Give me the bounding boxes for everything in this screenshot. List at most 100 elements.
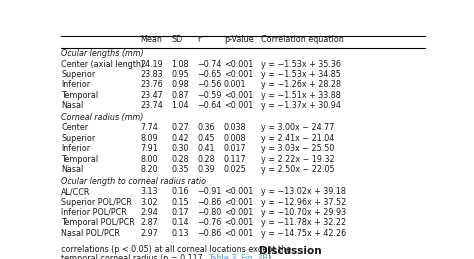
Text: −0.59: −0.59 bbox=[197, 91, 221, 100]
Text: 8.09: 8.09 bbox=[140, 134, 158, 143]
Text: 8.00: 8.00 bbox=[140, 155, 157, 163]
Text: Inferior: Inferior bbox=[61, 144, 90, 153]
Text: y = −1.53x + 35.36: y = −1.53x + 35.36 bbox=[261, 60, 340, 69]
Text: correlations (p < 0.05) at all corneal locations except the: correlations (p < 0.05) at all corneal l… bbox=[61, 245, 291, 254]
Text: p-Value: p-Value bbox=[224, 35, 254, 44]
Text: Table 3, Fig. 3B: Table 3, Fig. 3B bbox=[208, 254, 268, 259]
Text: 0.35: 0.35 bbox=[171, 165, 189, 174]
Text: Temporal POL/PCR: Temporal POL/PCR bbox=[61, 218, 135, 227]
Text: Temporal: Temporal bbox=[61, 155, 98, 163]
Text: Ocular length to corneal radius ratio: Ocular length to corneal radius ratio bbox=[61, 177, 206, 186]
Text: 0.98: 0.98 bbox=[171, 80, 189, 89]
Text: 8.20: 8.20 bbox=[140, 165, 158, 174]
Text: 23.47: 23.47 bbox=[140, 91, 163, 100]
Text: <0.001: <0.001 bbox=[224, 229, 253, 238]
Text: Nasal: Nasal bbox=[61, 101, 83, 110]
Text: <0.001: <0.001 bbox=[224, 208, 253, 217]
Text: 3.02: 3.02 bbox=[140, 198, 158, 207]
Text: 2.87: 2.87 bbox=[140, 218, 158, 227]
Text: Center: Center bbox=[61, 124, 88, 132]
Text: 0.008: 0.008 bbox=[224, 134, 246, 143]
Text: 2.97: 2.97 bbox=[140, 229, 158, 238]
Text: 7.74: 7.74 bbox=[140, 124, 158, 132]
Text: 0.17: 0.17 bbox=[171, 208, 189, 217]
Text: 3.13: 3.13 bbox=[140, 187, 157, 196]
Text: 0.42: 0.42 bbox=[171, 134, 189, 143]
Text: −0.76: −0.76 bbox=[197, 218, 221, 227]
Text: −0.91: −0.91 bbox=[197, 187, 221, 196]
Text: Nasal POL/PCR: Nasal POL/PCR bbox=[61, 229, 120, 238]
Text: y = −11.78x + 32.22: y = −11.78x + 32.22 bbox=[261, 218, 346, 227]
Text: y = 3.00x − 24.77: y = 3.00x − 24.77 bbox=[261, 124, 334, 132]
Text: 1.04: 1.04 bbox=[171, 101, 189, 110]
Text: 0.117: 0.117 bbox=[224, 155, 246, 163]
Text: y = 3.03x − 25.50: y = 3.03x − 25.50 bbox=[261, 144, 334, 153]
Text: <0.001: <0.001 bbox=[224, 218, 253, 227]
Text: Temporal: Temporal bbox=[61, 91, 98, 100]
Text: 0.41: 0.41 bbox=[197, 144, 215, 153]
Text: 0.025: 0.025 bbox=[224, 165, 246, 174]
Text: 0.39: 0.39 bbox=[197, 165, 215, 174]
Text: Ocular lengths (mm): Ocular lengths (mm) bbox=[61, 49, 144, 58]
Text: <0.001: <0.001 bbox=[224, 70, 253, 79]
Text: y = −1.51x + 33.88: y = −1.51x + 33.88 bbox=[261, 91, 340, 100]
Text: 0.87: 0.87 bbox=[171, 91, 189, 100]
Text: −0.74: −0.74 bbox=[197, 60, 221, 69]
Text: y = −1.53x + 34.85: y = −1.53x + 34.85 bbox=[261, 70, 340, 79]
Text: 0.16: 0.16 bbox=[171, 187, 189, 196]
Text: Superior: Superior bbox=[61, 134, 95, 143]
Text: Superior POL/PCR: Superior POL/PCR bbox=[61, 198, 132, 207]
Text: y = 2.41x − 21.04: y = 2.41x − 21.04 bbox=[261, 134, 334, 143]
Text: Inferior: Inferior bbox=[61, 80, 90, 89]
Text: <0.001: <0.001 bbox=[224, 101, 253, 110]
Text: SD: SD bbox=[171, 35, 182, 44]
Text: 0.001: 0.001 bbox=[224, 80, 246, 89]
Text: −0.86: −0.86 bbox=[197, 229, 221, 238]
Text: r: r bbox=[197, 35, 201, 44]
Text: 23.76: 23.76 bbox=[140, 80, 163, 89]
Text: 0.95: 0.95 bbox=[171, 70, 189, 79]
Text: <0.001: <0.001 bbox=[224, 60, 253, 69]
Text: 0.30: 0.30 bbox=[171, 144, 189, 153]
Text: Discussion: Discussion bbox=[259, 246, 322, 256]
Text: temporal corneal radius (p = 0.117,: temporal corneal radius (p = 0.117, bbox=[61, 254, 208, 259]
Text: 7.91: 7.91 bbox=[140, 144, 158, 153]
Text: −0.80: −0.80 bbox=[197, 208, 221, 217]
Text: Inferior POL/PCR: Inferior POL/PCR bbox=[61, 208, 127, 217]
Text: 23.83: 23.83 bbox=[140, 70, 163, 79]
Text: y = −12.96x + 37.52: y = −12.96x + 37.52 bbox=[261, 198, 346, 207]
Text: y = −13.02x + 39.18: y = −13.02x + 39.18 bbox=[261, 187, 346, 196]
Text: <0.001: <0.001 bbox=[224, 91, 253, 100]
Text: 0.27: 0.27 bbox=[171, 124, 189, 132]
Text: 24.19: 24.19 bbox=[140, 60, 163, 69]
Text: 0.28: 0.28 bbox=[171, 155, 189, 163]
Text: 0.36: 0.36 bbox=[197, 124, 215, 132]
Text: 1.08: 1.08 bbox=[171, 60, 189, 69]
Text: 0.14: 0.14 bbox=[171, 218, 189, 227]
Text: AL/CCR: AL/CCR bbox=[61, 187, 91, 196]
Text: <0.001: <0.001 bbox=[224, 198, 253, 207]
Text: 0.45: 0.45 bbox=[197, 134, 215, 143]
Text: 2.94: 2.94 bbox=[140, 208, 158, 217]
Text: 0.13: 0.13 bbox=[171, 229, 189, 238]
Text: 0.28: 0.28 bbox=[197, 155, 215, 163]
Text: <0.001: <0.001 bbox=[224, 187, 253, 196]
Text: Correlation equation: Correlation equation bbox=[261, 35, 343, 44]
Text: y = −14.75x + 42.26: y = −14.75x + 42.26 bbox=[261, 229, 346, 238]
Text: 0.038: 0.038 bbox=[224, 124, 246, 132]
Text: 0.15: 0.15 bbox=[171, 198, 189, 207]
Text: Center (axial length): Center (axial length) bbox=[61, 60, 144, 69]
Text: y = 2.50x − 22.05: y = 2.50x − 22.05 bbox=[261, 165, 334, 174]
Text: −0.65: −0.65 bbox=[197, 70, 221, 79]
Text: −0.56: −0.56 bbox=[197, 80, 221, 89]
Text: Nasal: Nasal bbox=[61, 165, 83, 174]
Text: 0.017: 0.017 bbox=[224, 144, 246, 153]
Text: y = 2.22x − 19.32: y = 2.22x − 19.32 bbox=[261, 155, 334, 163]
Text: y = −1.26x + 28.28: y = −1.26x + 28.28 bbox=[261, 80, 340, 89]
Text: Corneal radius (mm): Corneal radius (mm) bbox=[61, 113, 144, 122]
Text: −0.64: −0.64 bbox=[197, 101, 221, 110]
Text: Mean: Mean bbox=[140, 35, 162, 44]
Text: y = −10.70x + 29.93: y = −10.70x + 29.93 bbox=[261, 208, 346, 217]
Text: y = −1.37x + 30.94: y = −1.37x + 30.94 bbox=[261, 101, 340, 110]
Text: −0.86: −0.86 bbox=[197, 198, 221, 207]
